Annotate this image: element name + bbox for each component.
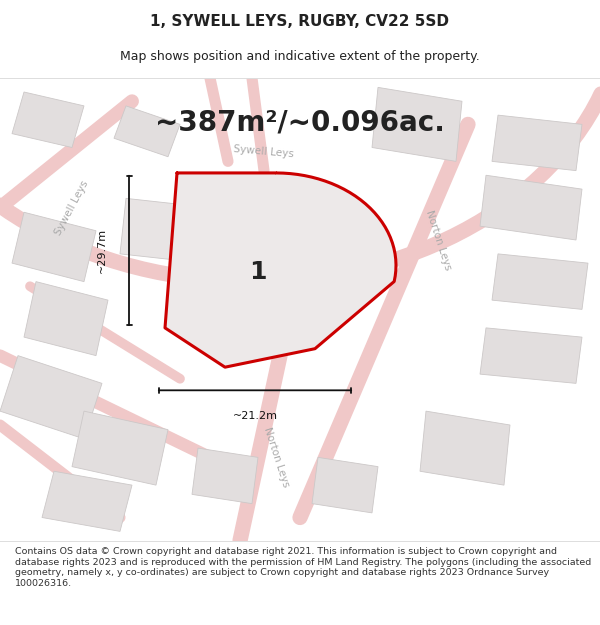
Polygon shape [312,458,378,513]
Polygon shape [480,175,582,240]
Polygon shape [120,198,210,263]
Polygon shape [480,328,582,383]
Text: Sywell Leys: Sywell Leys [53,179,91,237]
Polygon shape [492,115,582,171]
Text: Map shows position and indicative extent of the property.: Map shows position and indicative extent… [120,50,480,62]
Text: ~29.7m: ~29.7m [97,228,107,273]
Polygon shape [372,88,462,161]
Polygon shape [420,411,510,485]
Polygon shape [42,471,132,531]
Polygon shape [12,213,96,282]
Text: ~21.2m: ~21.2m [233,411,277,421]
Text: 1: 1 [249,261,267,284]
Polygon shape [24,282,108,356]
Polygon shape [192,448,258,504]
Text: Norton Leys: Norton Leys [424,209,452,271]
Polygon shape [165,173,396,367]
Polygon shape [492,254,588,309]
Text: Norton Leys: Norton Leys [262,426,290,489]
Polygon shape [72,411,168,485]
Polygon shape [12,92,84,148]
Text: 1, SYWELL LEYS, RUGBY, CV22 5SD: 1, SYWELL LEYS, RUGBY, CV22 5SD [151,14,449,29]
Text: ~387m²/~0.096ac.: ~387m²/~0.096ac. [155,108,445,136]
Polygon shape [0,356,102,439]
Polygon shape [180,236,306,309]
Polygon shape [114,106,180,157]
Text: Sywell Leys: Sywell Leys [233,144,295,160]
Text: Contains OS data © Crown copyright and database right 2021. This information is : Contains OS data © Crown copyright and d… [15,548,591,588]
